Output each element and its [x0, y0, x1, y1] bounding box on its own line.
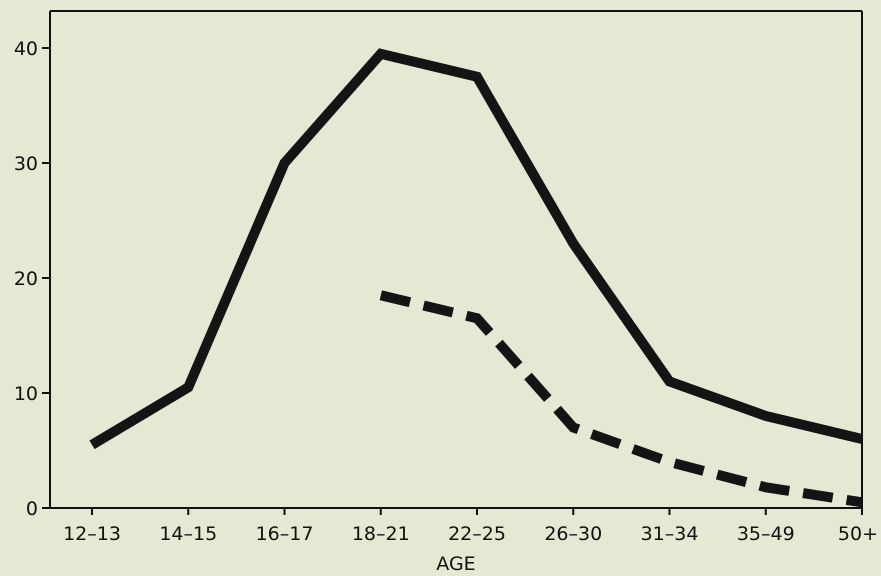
x-tick-label: 50+ [838, 523, 878, 545]
x-tick-label: 22–25 [448, 523, 506, 545]
plot-area [50, 11, 862, 508]
x-tick-label: 35–49 [737, 523, 795, 545]
x-tick-label: 16–17 [256, 523, 314, 545]
x-tick-label: 31–34 [641, 523, 699, 545]
x-tick-label: 26–30 [544, 523, 602, 545]
y-tick-label: 0 [26, 498, 38, 520]
dashed-series-line [379, 290, 863, 508]
x-tick-label: 18–21 [352, 523, 410, 545]
y-tick-label: 30 [14, 153, 38, 175]
y-tick-label: 20 [14, 268, 38, 290]
y-tick-label: 40 [14, 38, 38, 60]
x-tick-label: 14–15 [159, 523, 217, 545]
x-tick-label: 12–13 [63, 523, 121, 545]
y-tick-label: 10 [14, 383, 38, 405]
x-axis-ticks: 12–13 14–15 16–17 18–21 22–25 26–30 31–34 35–49… [63, 508, 878, 545]
x-axis-title: AGE [436, 553, 475, 575]
solid-series-line [89, 48, 864, 450]
series-layer [89, 48, 864, 508]
y-axis-ticks: 0 10 20 30 40 [14, 38, 50, 520]
